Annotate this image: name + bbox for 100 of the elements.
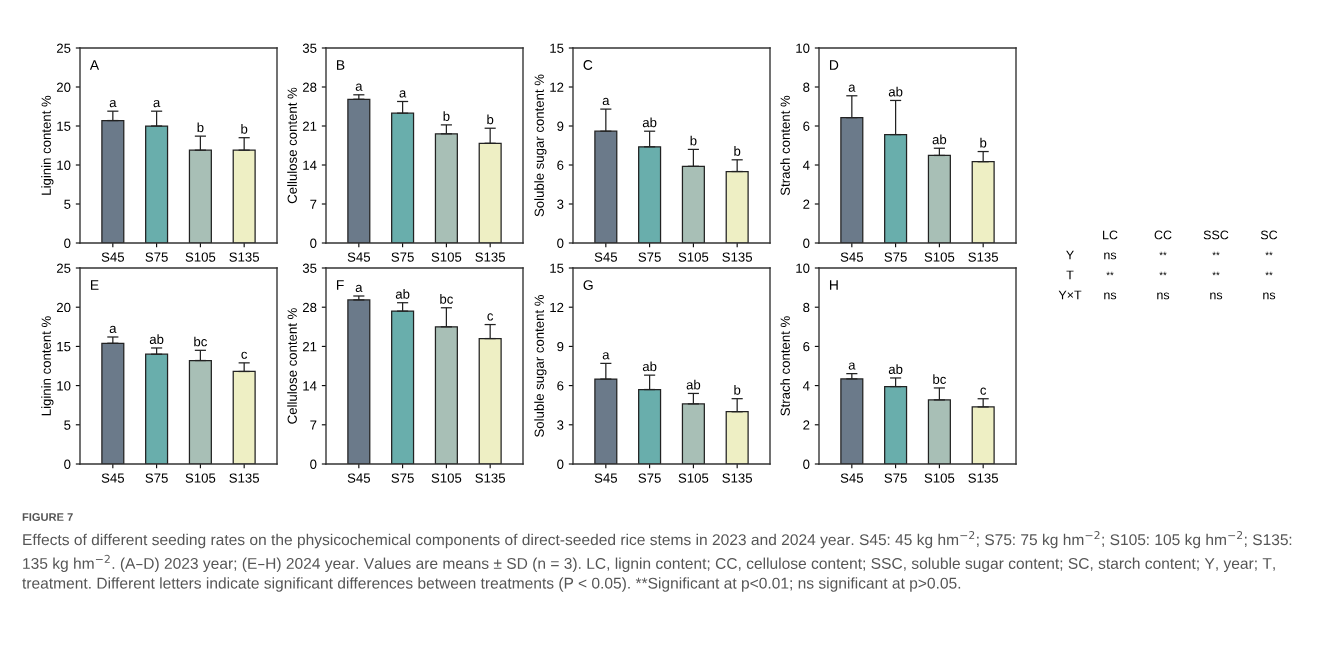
bar [145, 125, 169, 243]
category-label: Y×T [1058, 290, 1082, 300]
data-label: b [690, 135, 697, 146]
bar [927, 399, 951, 464]
data-label: b [734, 384, 741, 395]
y-axis-title: Soluble sugar content % [534, 74, 547, 217]
y-axis-title: Cellulose content % [287, 308, 297, 424]
data-label: ab [642, 117, 657, 128]
y-tick-label: 15 [550, 43, 564, 53]
data-label: a [355, 83, 363, 91]
x-tick-label: S75 [884, 473, 907, 483]
y-axis-title: Strach content % [780, 316, 790, 416]
y-tick-label: 35 [302, 263, 317, 273]
category-label: CC [1154, 230, 1172, 240]
y-tick-label: 5 [64, 420, 71, 430]
category-label: SSC [1203, 230, 1229, 240]
y-tick-label: 28 [302, 302, 317, 313]
y-tick-label: 6 [803, 121, 810, 131]
x-tick-label: S75 [884, 252, 907, 262]
x-tick-label: S75 [145, 473, 168, 483]
text: ** [1106, 271, 1114, 276]
data-label: ab [888, 364, 903, 374]
y-tick-label: 0 [557, 238, 564, 248]
y-tick-label: 14 [303, 381, 317, 391]
x-tick-label: S75 [391, 473, 414, 483]
x-tick-label: S105 [431, 252, 462, 262]
bar [971, 406, 995, 464]
bar [145, 353, 169, 464]
data-label: b [241, 124, 248, 134]
y-tick-label: 8 [803, 302, 810, 313]
bar [391, 310, 415, 464]
x-tick-label: S75 [391, 252, 414, 262]
x-tick-label: S105 [431, 473, 462, 483]
x-tick-label: S45 [347, 252, 371, 262]
text: ns [1210, 292, 1223, 300]
y-tick-label: 9 [557, 121, 564, 131]
y-tick-label: 12 [550, 302, 564, 312]
text: A [89, 60, 100, 70]
y-tick-label: 9 [557, 341, 564, 352]
y-tick-label: 3 [557, 420, 564, 430]
y-tick-label: 15 [550, 263, 564, 273]
data-label: bc [933, 374, 947, 384]
y-axis-title: Strach content % [780, 95, 790, 196]
x-tick-label: S135 [968, 473, 999, 483]
y-tick-label: 14 [303, 160, 317, 170]
data-label: a [602, 352, 610, 360]
text: ** [1159, 251, 1167, 256]
y-tick-label: 20 [56, 302, 71, 313]
text: H [829, 280, 838, 290]
bar [681, 403, 705, 464]
y-axis-title: Liginin content % [41, 95, 54, 195]
y-tick-label: 2 [803, 420, 810, 430]
data-label: a [109, 99, 117, 108]
y-tick-label: 8 [803, 82, 810, 92]
text: C [583, 60, 593, 70]
data-label: ab [888, 86, 903, 97]
text: ** [1265, 271, 1273, 276]
bar [594, 378, 618, 464]
x-tick-label: S45 [101, 473, 125, 483]
y-tick-label: 7 [310, 199, 317, 209]
category-label: LC [1103, 230, 1118, 240]
text: E [90, 280, 99, 290]
text: G [583, 280, 593, 290]
y-tick-label: 35 [302, 43, 317, 53]
data-label: ab [149, 334, 164, 344]
text: ns [1104, 292, 1117, 300]
bar [347, 98, 371, 243]
data-label: c [241, 351, 248, 359]
text: ** [1265, 251, 1273, 256]
y-tick-label: 10 [57, 381, 71, 391]
y-tick-label: 25 [56, 263, 71, 273]
x-tick-label: S45 [101, 252, 125, 262]
category-label: SC [1260, 230, 1278, 240]
category-label: T [1066, 270, 1074, 280]
x-tick-label: S105 [924, 252, 955, 262]
y-tick-label: 6 [803, 341, 810, 352]
x-tick-label: S135 [722, 473, 753, 483]
data-label: c [487, 313, 494, 321]
text: F [336, 280, 344, 290]
y-axis-title: Liginin content % [41, 316, 54, 416]
x-tick-label: S45 [594, 252, 618, 262]
y-tick-label: 21 [302, 341, 317, 352]
x-tick-label: S135 [229, 473, 260, 483]
x-tick-label: S135 [475, 473, 506, 483]
y-tick-label: 0 [803, 238, 810, 248]
y-tick-label: 10 [57, 160, 71, 170]
bar [347, 299, 371, 464]
y-tick-label: 15 [57, 342, 71, 352]
y-tick-label: 6 [557, 381, 564, 391]
data-label: ab [395, 289, 410, 299]
x-tick-label: S45 [347, 473, 371, 483]
x-tick-label: S45 [594, 473, 618, 483]
data-label: a [355, 284, 363, 292]
y-tick-label: 21 [302, 121, 317, 131]
data-label: a [602, 97, 610, 106]
category-label: Y [1066, 250, 1074, 260]
y-tick-label: 0 [803, 459, 810, 469]
x-tick-label: S105 [678, 252, 709, 262]
text: ** [1212, 271, 1220, 276]
data-label: a [399, 90, 407, 98]
